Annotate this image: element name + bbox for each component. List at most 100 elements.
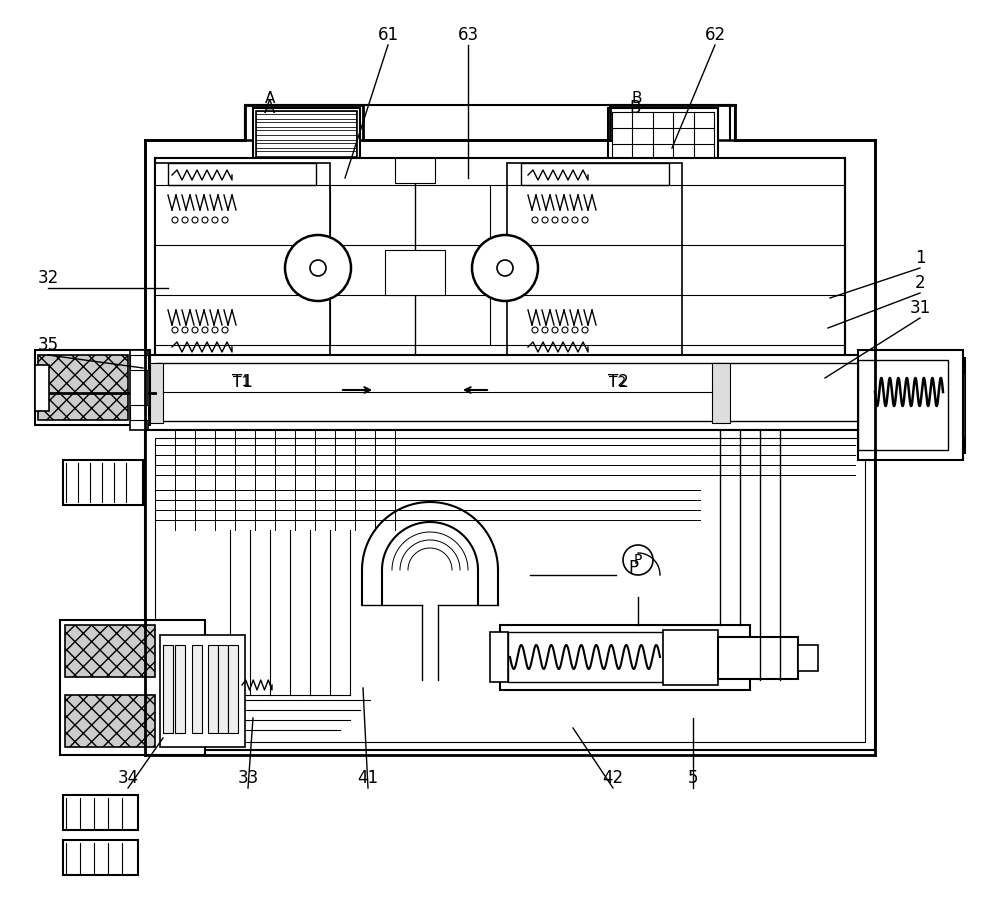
Bar [858, 350, 963, 460]
Bar [798, 645, 818, 671]
Bar [500, 625, 750, 690]
Bar [655, 180, 667, 202]
Bar [663, 630, 718, 685]
Bar [245, 105, 735, 143]
Circle shape [532, 217, 538, 223]
Circle shape [192, 327, 198, 333]
Bar [297, 163, 309, 185]
Bar [218, 645, 228, 733]
Circle shape [582, 217, 588, 223]
Circle shape [192, 217, 198, 223]
Bar [60, 620, 205, 755]
Bar [385, 250, 445, 295]
Bar [490, 632, 508, 682]
Bar [245, 105, 365, 163]
Text: 33: 33 [237, 769, 259, 787]
Text: 42: 42 [602, 769, 624, 787]
Bar [610, 105, 730, 163]
Bar [718, 637, 798, 679]
Circle shape [572, 217, 578, 223]
Bar [168, 163, 316, 185]
Text: 1: 1 [915, 249, 925, 267]
Bar [145, 363, 163, 423]
Bar [35, 350, 150, 425]
Text: P: P [628, 559, 638, 577]
Circle shape [172, 327, 178, 333]
Text: T1: T1 [233, 375, 251, 389]
Bar [875, 358, 965, 453]
Bar [395, 158, 435, 183]
Bar [155, 363, 865, 421]
Circle shape [212, 327, 218, 333]
Bar [163, 645, 173, 733]
Text: 35: 35 [37, 336, 59, 354]
Circle shape [285, 235, 351, 301]
Bar [38, 355, 128, 420]
Text: T2: T2 [608, 373, 628, 391]
Text: A: A [264, 99, 276, 117]
Circle shape [222, 217, 228, 223]
Text: 41: 41 [357, 769, 379, 787]
Bar [947, 373, 965, 438]
Circle shape [542, 327, 548, 333]
Bar [160, 635, 245, 747]
Bar [63, 795, 138, 830]
Circle shape [542, 217, 548, 223]
Bar [192, 645, 202, 733]
Text: T1: T1 [232, 373, 252, 391]
Bar [712, 363, 730, 423]
Circle shape [172, 217, 178, 223]
Circle shape [202, 217, 208, 223]
Text: B: B [632, 91, 642, 106]
Circle shape [182, 217, 188, 223]
Circle shape [582, 327, 588, 333]
Bar [256, 111, 357, 160]
Text: 61: 61 [377, 26, 399, 44]
Circle shape [562, 327, 568, 333]
Bar [155, 163, 330, 363]
Circle shape [472, 235, 538, 301]
Text: 32: 32 [37, 269, 59, 287]
Bar [228, 645, 238, 733]
Circle shape [497, 260, 513, 276]
Bar [130, 355, 148, 370]
Bar [145, 430, 875, 750]
Text: 34: 34 [117, 769, 139, 787]
Bar [35, 365, 49, 411]
Text: A: A [265, 91, 275, 106]
Circle shape [310, 260, 326, 276]
Circle shape [572, 327, 578, 333]
Bar [130, 350, 148, 430]
Bar [65, 625, 155, 677]
Circle shape [202, 327, 208, 333]
Text: B: B [629, 99, 641, 117]
Bar [875, 368, 947, 443]
Bar [253, 108, 360, 163]
Bar [63, 840, 138, 875]
Bar [155, 158, 845, 373]
Bar [155, 438, 865, 742]
Circle shape [552, 217, 558, 223]
Bar [145, 140, 875, 745]
Bar [507, 163, 682, 363]
Text: 31: 31 [909, 299, 931, 317]
Bar [608, 108, 718, 180]
Text: 5: 5 [688, 769, 698, 787]
Bar [208, 645, 218, 733]
Text: 2: 2 [915, 274, 925, 292]
Circle shape [222, 327, 228, 333]
Bar [521, 163, 669, 185]
Circle shape [552, 327, 558, 333]
Circle shape [532, 327, 538, 333]
Bar [130, 405, 148, 420]
Text: 62: 62 [704, 26, 726, 44]
Text: T2: T2 [609, 375, 627, 389]
Bar [508, 632, 663, 682]
Circle shape [562, 217, 568, 223]
Text: P: P [634, 553, 642, 567]
Circle shape [623, 545, 653, 575]
Bar [145, 355, 875, 430]
Bar [858, 360, 948, 450]
Bar [65, 695, 155, 747]
Bar [175, 645, 185, 733]
